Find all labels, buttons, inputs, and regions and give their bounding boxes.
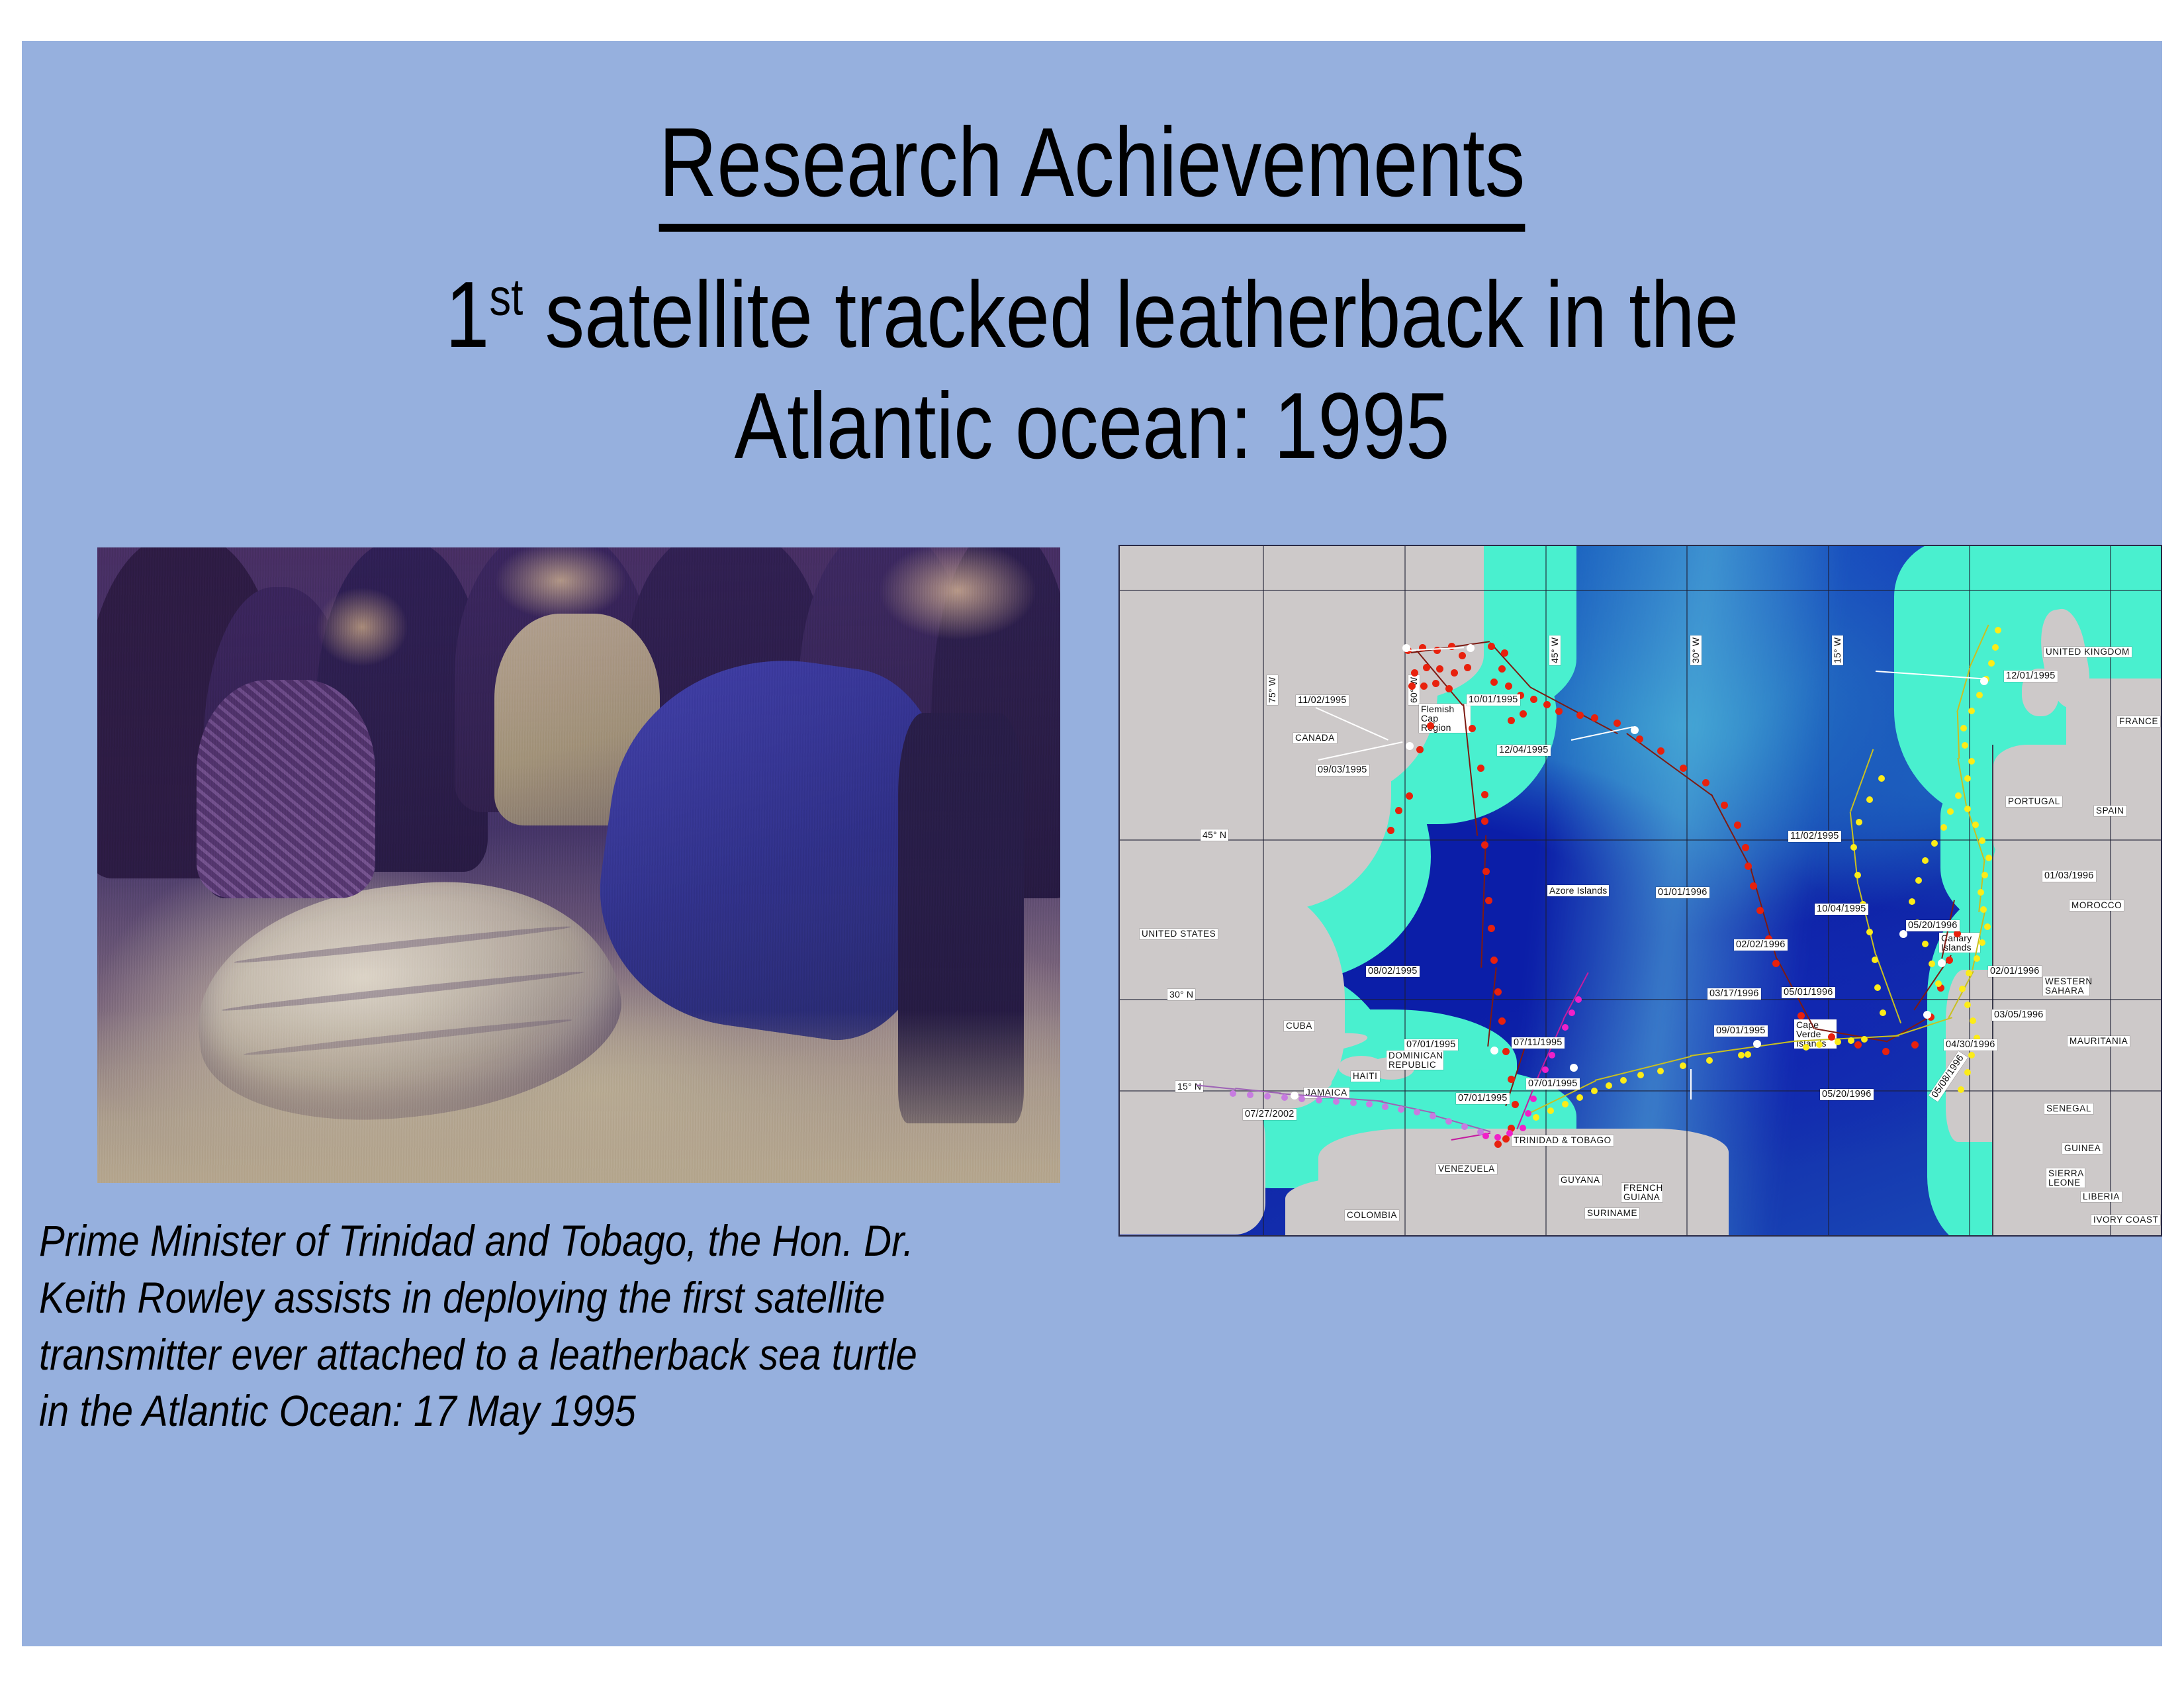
subtitle-line-2: Atlantic ocean: 1995 [734, 373, 1450, 479]
subtitle: 1st satellite tracked leatherback in the… [282, 259, 1902, 481]
graticule-label-lat-30n: 30° N [1167, 989, 1196, 1000]
date-label-16: 09/01/1995 [1714, 1025, 1768, 1037]
graticule-label-lon-45w: 45° W [1549, 635, 1561, 665]
date-label-3: 09/03/1995 [1316, 765, 1369, 776]
graticule-label-lon-75w: 75° W [1267, 675, 1278, 705]
date-label-20: 08/02/1995 [1366, 966, 1420, 978]
date-label-24: 07/01/1995 [1526, 1078, 1580, 1090]
date-label-22: 07/01/1995 [1404, 1039, 1458, 1051]
date-label-13: 03/17/1996 [1707, 988, 1761, 1000]
date-label-7: 11/02/1995 [1788, 831, 1841, 843]
date-label-6: 01/01/1996 [1656, 887, 1709, 899]
country-label-portugal: PORTUGAL [2006, 796, 2062, 808]
country-label-colombia: COLOMBIA [1345, 1210, 1400, 1221]
date-label-4: 12/04/1995 [1497, 745, 1551, 757]
country-label-canada: CANADA [1293, 733, 1337, 744]
graticule-label-lon-15w: 15° W [1832, 635, 1843, 665]
page-title: Research Achievements [214, 114, 1970, 232]
date-label-1: 11/02/1995 [1296, 695, 1349, 707]
page-title-text: Research Achievements [659, 114, 1525, 232]
date-label-19: 05/20/1996 [1820, 1089, 1874, 1101]
date-label-5: 12/01/1995 [2004, 671, 2058, 682]
country-label-united-kingdom: UNITED KINGDOM [2044, 647, 2132, 658]
graticule-label-lat-15n: 15° N [1175, 1081, 1204, 1092]
date-label-17: 03/05/1996 [1992, 1009, 2046, 1021]
date-label-9: 10/04/1995 [1815, 904, 1868, 915]
country-label-morocco: MOROCCO [2070, 900, 2124, 912]
country-label-senegal: SENEGAL [2044, 1103, 2093, 1115]
date-label-14: 05/01/1996 [1782, 987, 1835, 999]
turtle-deployment-photo [97, 547, 1060, 1183]
date-label-23: 07/11/1995 [1512, 1037, 1565, 1049]
subtitle-ordinal-suffix: st [489, 267, 523, 326]
graticule-label-lon-60w: 60° W [1408, 675, 1420, 705]
place-label-azore-islands: Azore Islands [1547, 885, 1610, 896]
country-label-france: FRANCE [2117, 716, 2161, 727]
country-label-suriname: SURINAME [1585, 1208, 1640, 1219]
country-label-spain: SPAIN [2094, 806, 2126, 817]
country-label-mauritania: MAURITANIA [2068, 1036, 2130, 1047]
date-label-26: 07/27/2002 [1243, 1109, 1297, 1121]
date-label-11: 02/02/1996 [1734, 939, 1788, 951]
country-label-liberia: LIBERIA [2081, 1192, 2122, 1203]
country-label-dominican-republic: DOMINICAN REPUBLIC [1387, 1051, 1443, 1070]
country-label-french-guiana: FRENCH GUIANA [1621, 1183, 1662, 1202]
presentation-slide: Research Achievements 1st satellite trac… [22, 41, 2162, 1646]
country-label-haiti: HAITI [1351, 1071, 1380, 1082]
subtitle-ordinal-number: 1 [445, 262, 490, 367]
country-label-western-sahara: WESTERN SAHARA [2043, 976, 2092, 996]
subtitle-line-1: 1st satellite tracked leatherback in the [282, 259, 1902, 371]
date-label-25: 07/01/1995 [1456, 1093, 1510, 1105]
satellite-track-map: 45° N 30° N 15° N 75° W 60° W 45° W 30° … [1118, 545, 2162, 1237]
country-label-venezuela: VENEZUELA [1436, 1164, 1497, 1175]
date-label-15: 04/30/1996 [1944, 1039, 1997, 1051]
country-label-ivory-coast: IVORY COAST [2091, 1215, 2161, 1226]
country-label-trinidad-tobago: TRINIDAD & TOBAGO [1512, 1135, 1614, 1147]
date-label-8: 01/03/1996 [2042, 870, 2096, 882]
country-label-sierra-leone: SIERRA LEONE [2046, 1168, 2085, 1188]
subtitle-line-1-rest: satellite tracked leatherback in the [523, 262, 1739, 367]
graticule-label-lon-30w: 30° W [1690, 635, 1702, 665]
photo-caption: Prime Minister of Trinidad and Tobago, t… [39, 1216, 917, 1436]
date-label-12: 02/01/1996 [1988, 966, 2042, 978]
country-label-cuba: CUBA [1284, 1021, 1314, 1032]
date-label-10: 05/20/1996 [1906, 920, 1960, 932]
date-label-2: 10/01/1995 [1467, 694, 1520, 706]
country-label-guyana: GUYANA [1559, 1175, 1602, 1186]
graticule-label-lat-45n: 45° N [1201, 829, 1229, 841]
country-label-united-states: UNITED STATES [1140, 929, 1218, 940]
country-label-guinea: GUINEA [2062, 1143, 2103, 1154]
